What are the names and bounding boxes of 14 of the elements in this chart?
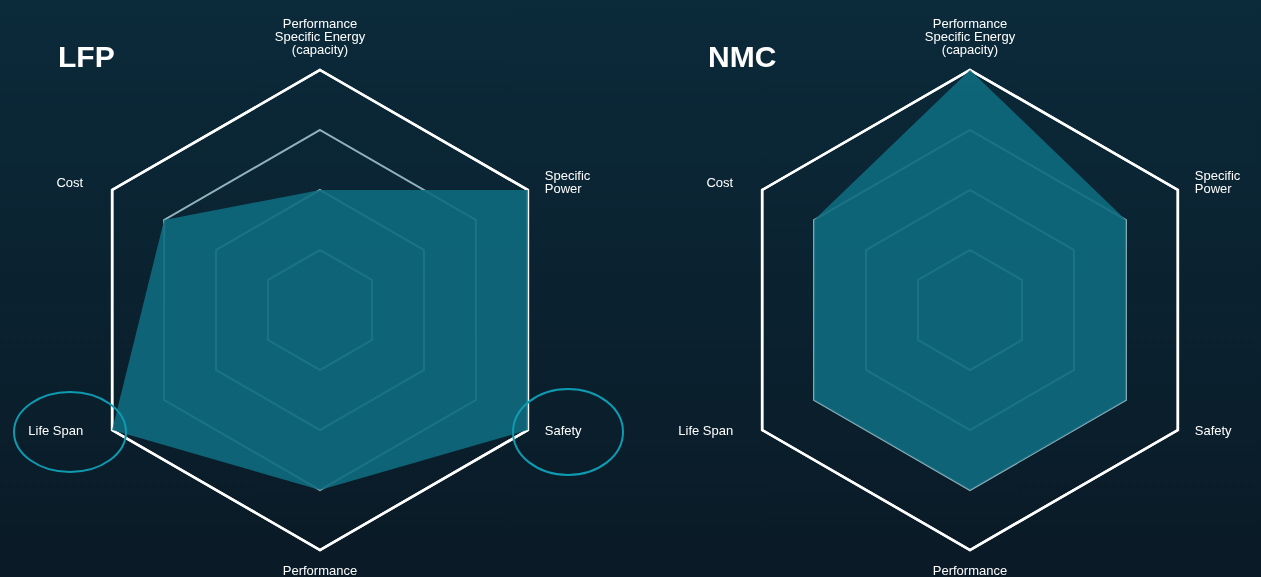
spoke-label: Cost [706,174,734,190]
spoke-label: Performance Specific Energy (capacity) [274,16,366,57]
spoke-label: Specific Power [1194,168,1241,197]
spoke-label: Life Span [678,422,734,438]
spoke-label: Specific Power [544,168,591,197]
spoke-label: Safety [1194,422,1233,438]
spoke-label: Performance Specific Energy (capacity) [924,16,1016,57]
spoke-label: Safety [544,422,583,438]
text: NMC [708,40,777,74]
spoke-label: Performance [932,563,1008,577]
spoke-label: Cost [56,174,84,190]
spoke-label: Life Span [28,422,84,438]
text: LFP [58,40,115,74]
spoke-label: Performance [282,563,358,577]
